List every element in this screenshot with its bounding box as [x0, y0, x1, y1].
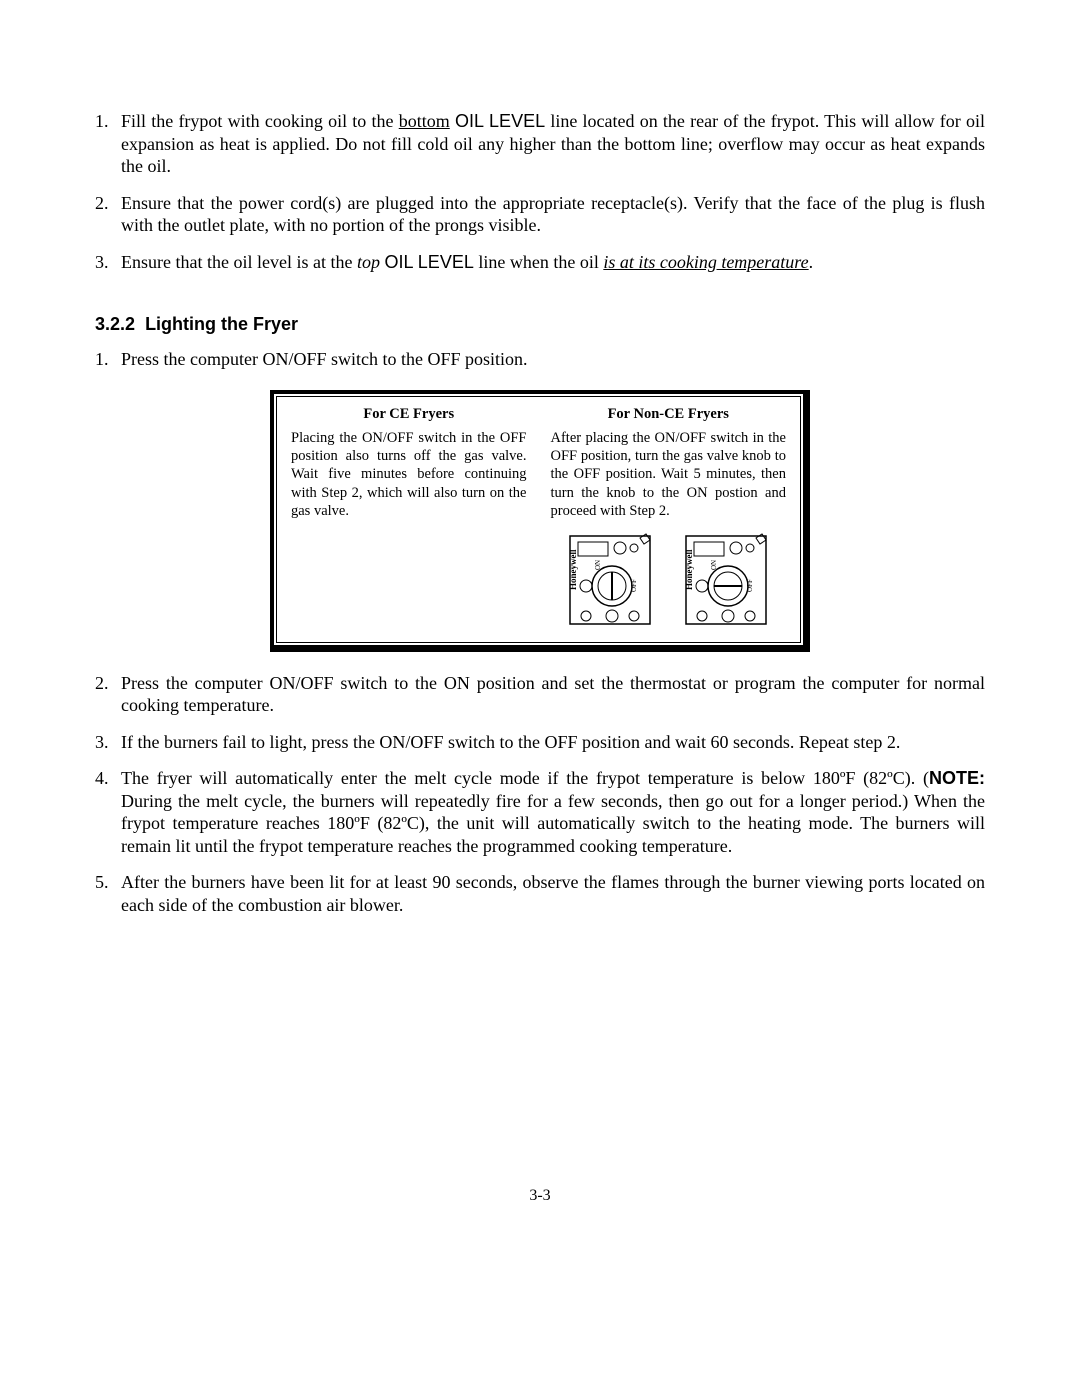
- item-text: Ensure that the oil level is at the top …: [121, 251, 985, 274]
- section-heading: 3.2.2 Lighting the Fryer: [95, 313, 985, 336]
- svg-text:OFF: OFF: [746, 579, 754, 592]
- item-text: After the burners have been lit for at l…: [121, 871, 985, 916]
- list3-item-3: 3. If the burners fail to light, press t…: [95, 731, 985, 754]
- nonce-fryers-body: After placing the ON/OFF switch in the O…: [551, 429, 787, 520]
- item-number: 3.: [95, 731, 121, 754]
- item-number: 3.: [95, 251, 121, 274]
- item-number: 1.: [95, 110, 121, 178]
- item-number: 5.: [95, 871, 121, 916]
- item-text: Ensure that the power cord(s) are plugge…: [121, 192, 985, 237]
- svg-text:ON: ON: [710, 560, 718, 570]
- svg-text:ON: ON: [594, 560, 602, 570]
- item-text: If the burners fail to light, press the …: [121, 731, 985, 754]
- instruction-list-2: 1. Press the computer ON/OFF switch to t…: [95, 348, 985, 371]
- ce-fryers-head: For CE Fryers: [291, 405, 527, 423]
- fryer-type-box: For CE Fryers Placing the ON/OFF switch …: [270, 390, 810, 652]
- svg-text:Honeywell: Honeywell: [684, 549, 694, 590]
- instruction-list-1: 1. Fill the frypot with cooking oil to t…: [95, 110, 985, 273]
- svg-text:Honeywell: Honeywell: [568, 549, 578, 590]
- nonce-fryers-col: For Non-CE Fryers After placing the ON/O…: [551, 405, 787, 630]
- item-text: Fill the frypot with cooking oil to the …: [121, 110, 985, 178]
- ce-fryers-body: Placing the ON/OFF switch in the OFF pos…: [291, 429, 527, 520]
- gas-valve-on-icon: Honeywell ON OFF: [680, 530, 772, 630]
- list3-item-2: 2. Press the computer ON/OFF switch to t…: [95, 672, 985, 717]
- list3-item-5: 5. After the burners have been lit for a…: [95, 871, 985, 916]
- ce-fryers-col: For CE Fryers Placing the ON/OFF switch …: [291, 405, 527, 630]
- list1-item-2: 2. Ensure that the power cord(s) are plu…: [95, 192, 985, 237]
- item-number: 2.: [95, 192, 121, 237]
- gas-valve-off-icon: Honeywell ON OFF: [564, 530, 656, 630]
- item-text: Press the computer ON/OFF switch to the …: [121, 348, 985, 371]
- item-number: 1.: [95, 348, 121, 371]
- page-number: 3-3: [95, 1186, 985, 1206]
- list3-item-4: 4. The fryer will automatically enter th…: [95, 767, 985, 857]
- instruction-list-3: 2. Press the computer ON/OFF switch to t…: [95, 672, 985, 917]
- item-number: 2.: [95, 672, 121, 717]
- item-number: 4.: [95, 767, 121, 857]
- valve-diagrams: Honeywell ON OFF: [551, 530, 787, 630]
- list1-item-3: 3. Ensure that the oil level is at the t…: [95, 251, 985, 274]
- list2-item-1: 1. Press the computer ON/OFF switch to t…: [95, 348, 985, 371]
- list1-item-1: 1. Fill the frypot with cooking oil to t…: [95, 110, 985, 178]
- svg-text:OFF: OFF: [630, 579, 638, 592]
- item-text: Press the computer ON/OFF switch to the …: [121, 672, 985, 717]
- nonce-fryers-head: For Non-CE Fryers: [551, 405, 787, 423]
- item-text: The fryer will automatically enter the m…: [121, 767, 985, 857]
